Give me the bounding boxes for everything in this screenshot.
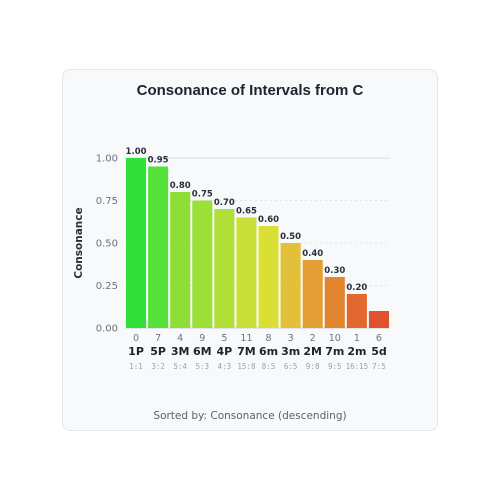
data-label: 0.60: [258, 215, 279, 225]
sort-caption: Sorted by: Consonance (descending): [153, 410, 347, 422]
y-tick-label: 0.50: [96, 239, 118, 250]
bar-chart: 0.00 0.25 0.50 0.75 1.00 Consonance 1.00 01P 1:1…: [73, 147, 390, 371]
bar-7m: [324, 277, 345, 328]
bar-5P: [148, 166, 169, 328]
interval-label: 2m: [347, 345, 366, 358]
bar-4P: [214, 209, 235, 328]
chart-card: Consonance of Intervals from C 0.00 0.25 0…: [62, 69, 438, 431]
data-label: 0.20: [346, 283, 367, 293]
semitone-label: 10: [329, 333, 341, 344]
interval-label: 6M: [193, 345, 212, 358]
data-label: 0.75: [192, 190, 213, 200]
data-label: 0.50: [280, 232, 301, 242]
y-tick-label: 1.00: [96, 154, 118, 165]
data-label: 0.65: [236, 207, 257, 217]
interval-label: 3M: [171, 345, 190, 358]
semitone-label: 11: [240, 333, 252, 344]
chart-title: Consonance of Intervals from C: [136, 82, 364, 99]
semitone-label: 0: [133, 333, 139, 344]
ratio-label: 7:5: [372, 362, 386, 371]
interval-label: 4P: [217, 345, 233, 358]
interval-label: 5P: [150, 345, 166, 358]
bar-3M: [170, 192, 191, 328]
semitone-label: 1: [354, 333, 360, 344]
bar-7M: [236, 217, 257, 328]
bar-1P: [126, 158, 147, 328]
interval-label: 3m: [281, 345, 300, 358]
interval-label: 2M: [303, 345, 322, 358]
ratio-label: 6:5: [284, 362, 298, 371]
ratio-label: 1:1: [129, 362, 143, 371]
ratio-label: 16:15: [346, 362, 369, 371]
y-axis-title: Consonance: [73, 207, 85, 278]
ratio-label: 5:4: [173, 362, 187, 371]
interval-label: 6m: [259, 345, 278, 358]
semitone-label: 8: [266, 333, 272, 344]
y-tick-label: 0.00: [96, 324, 118, 335]
bar-2m: [346, 294, 367, 328]
ratio-label: 5:3: [196, 362, 210, 371]
ratio-label: 4:3: [218, 362, 232, 371]
ratio-label: 15:8: [237, 362, 256, 371]
semitone-label: 4: [177, 333, 183, 344]
bar-6M: [192, 200, 213, 328]
ratio-label: 9:8: [306, 362, 320, 371]
interval-label: 1P: [128, 345, 144, 358]
ratio-label: 3:2: [151, 362, 165, 371]
ratio-label: 8:5: [262, 362, 276, 371]
data-label: 0.40: [302, 249, 323, 259]
semitone-label: 7: [155, 333, 161, 344]
y-tick-label: 0.25: [96, 281, 118, 292]
semitone-label: 5: [221, 333, 227, 344]
data-label: 0.95: [148, 156, 169, 166]
bar-6m: [258, 226, 279, 328]
semitone-label: 2: [310, 333, 316, 344]
interval-label: 7m: [325, 345, 344, 358]
interval-label: 5d: [371, 345, 387, 358]
semitone-label: 6: [376, 333, 382, 344]
data-label: 1.00: [126, 147, 147, 157]
bar-2M: [302, 260, 323, 328]
data-label: 0.80: [170, 181, 191, 191]
semitone-label: 3: [288, 333, 294, 344]
bar-3m: [280, 243, 301, 328]
semitone-label: 9: [199, 333, 205, 344]
ratio-label: 9:5: [328, 362, 342, 371]
bar-5d: [368, 311, 389, 328]
interval-label: 7M: [237, 345, 256, 358]
data-label: 0.30: [324, 266, 345, 276]
data-label: 0.70: [214, 198, 235, 208]
y-tick-label: 0.75: [96, 196, 118, 207]
